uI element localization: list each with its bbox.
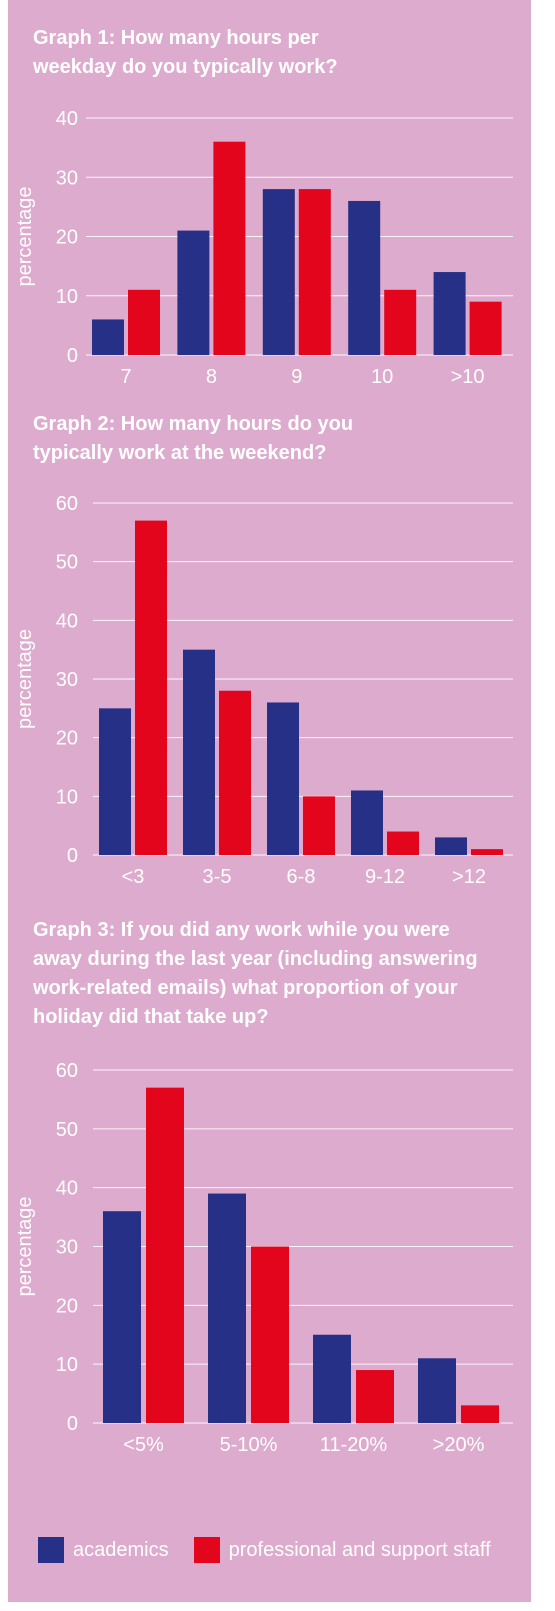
bar-staff-3: [461, 1405, 499, 1423]
legend-label-staff: professional and support staff: [228, 1538, 491, 1561]
x-tick-label-0: <5%: [123, 1434, 164, 1456]
x-tick-label-2: 11-20%: [320, 1434, 388, 1456]
bar-academics-0: [92, 319, 124, 355]
y-tick-label-40: 40: [56, 108, 78, 130]
x-tick-label-1: 5-10%: [220, 1434, 278, 1456]
bar-academics-2: [262, 189, 295, 355]
y-tick-label-60: 60: [56, 493, 78, 515]
x-tick-label-3: 10: [371, 366, 393, 388]
bar-academics-0: [99, 708, 131, 855]
y-axis-label: percentage: [14, 1196, 36, 1296]
x-tick-label-3: >20%: [433, 1434, 485, 1456]
chart-2-title: Graph 2: How many hours do you typically…: [33, 413, 354, 464]
bar-staff-4: [469, 301, 502, 355]
bar-staff-4: [471, 849, 503, 855]
chart-legend: academics professional and support staff: [38, 1535, 516, 1565]
x-tick-label-2: 6-8: [287, 866, 316, 888]
x-tick-label-4: >12: [452, 866, 486, 888]
infographic-panel: Graph 1: How many hours per weekday do y…: [8, 0, 531, 1602]
chart-3-holiday-proportion: 0 10 20 30 40 50 60 percentage <5% 5-10% 11-20% >20…: [14, 1060, 513, 1456]
bar-staff-0: [146, 1087, 184, 1423]
chart-1-title: Graph 1: How many hours per weekday do y…: [33, 27, 338, 78]
y-tick-label-30: 30: [56, 669, 78, 691]
y-axis-label: percentage: [14, 629, 36, 729]
bar-academics-3: [418, 1358, 456, 1423]
bar-academics-1: [208, 1193, 246, 1423]
y-axis-label: percentage: [14, 186, 36, 286]
bar-staff-1: [213, 141, 246, 355]
y-tick-label-10: 10: [56, 286, 78, 308]
y-tick-label-50: 50: [56, 552, 78, 574]
y-tick-label-30: 30: [56, 1237, 78, 1259]
x-tick-label-3: 9-12: [365, 866, 405, 888]
x-tick-label-1: 3-5: [203, 866, 232, 888]
bar-academics-2: [313, 1334, 351, 1423]
bar-academics-3: [348, 200, 381, 355]
x-tick-label-4: >10: [451, 366, 485, 388]
legend-swatch-academics: [38, 1537, 64, 1563]
bar-staff-0: [128, 289, 160, 355]
y-tick-label-0: 0: [67, 345, 78, 367]
bar-staff-2: [303, 796, 335, 855]
bar-academics-0: [103, 1211, 141, 1423]
chart-1-weekday-hours: 0 10 20 30 40 percentage 7 8 9 10 >10: [14, 108, 513, 388]
bar-staff-2: [298, 189, 331, 355]
chart-3-title: Graph 3: If you did any work while you w…: [33, 919, 478, 1028]
bar-staff-1: [219, 690, 251, 855]
x-tick-label-1: 8: [206, 366, 217, 388]
y-tick-label-60: 60: [56, 1060, 78, 1082]
bar-academics-4: [435, 837, 467, 855]
y-tick-label-20: 20: [56, 227, 78, 249]
bar-academics-1: [183, 649, 215, 855]
y-tick-label-50: 50: [56, 1119, 78, 1141]
bar-staff-1: [251, 1246, 289, 1423]
y-tick-label-10: 10: [56, 786, 78, 808]
bar-staff-3: [384, 289, 417, 355]
y-tick-label-0: 0: [67, 1413, 78, 1435]
bar-staff-0: [135, 520, 167, 855]
y-tick-label-20: 20: [56, 728, 78, 750]
bar-academics-1: [177, 230, 210, 355]
bar-academics-4: [433, 272, 466, 355]
y-tick-label-0: 0: [67, 845, 78, 867]
legend-label-academics: academics: [73, 1538, 169, 1561]
bar-staff-3: [387, 831, 419, 855]
bar-academics-2: [267, 702, 299, 855]
y-tick-label-20: 20: [56, 1295, 78, 1317]
legend-item-academics: academics: [38, 1537, 169, 1563]
y-tick-label-40: 40: [56, 1178, 78, 1200]
x-tick-label-0: 7: [120, 366, 131, 388]
chart-2-weekend-hours: 0 10 20 30 40 50 60 percentage <3 3-5 6-8 9-12 >12: [14, 493, 513, 888]
bar-staff-2: [356, 1370, 394, 1423]
y-tick-label-10: 10: [56, 1354, 78, 1376]
x-tick-label-2: 9: [291, 366, 302, 388]
y-tick-label-30: 30: [56, 167, 78, 189]
y-tick-label-40: 40: [56, 610, 78, 632]
bar-academics-3: [351, 790, 383, 855]
legend-swatch-staff: [193, 1537, 220, 1563]
legend-item-staff: professional and support staff: [193, 1537, 491, 1563]
x-tick-label-0: <3: [122, 866, 145, 888]
